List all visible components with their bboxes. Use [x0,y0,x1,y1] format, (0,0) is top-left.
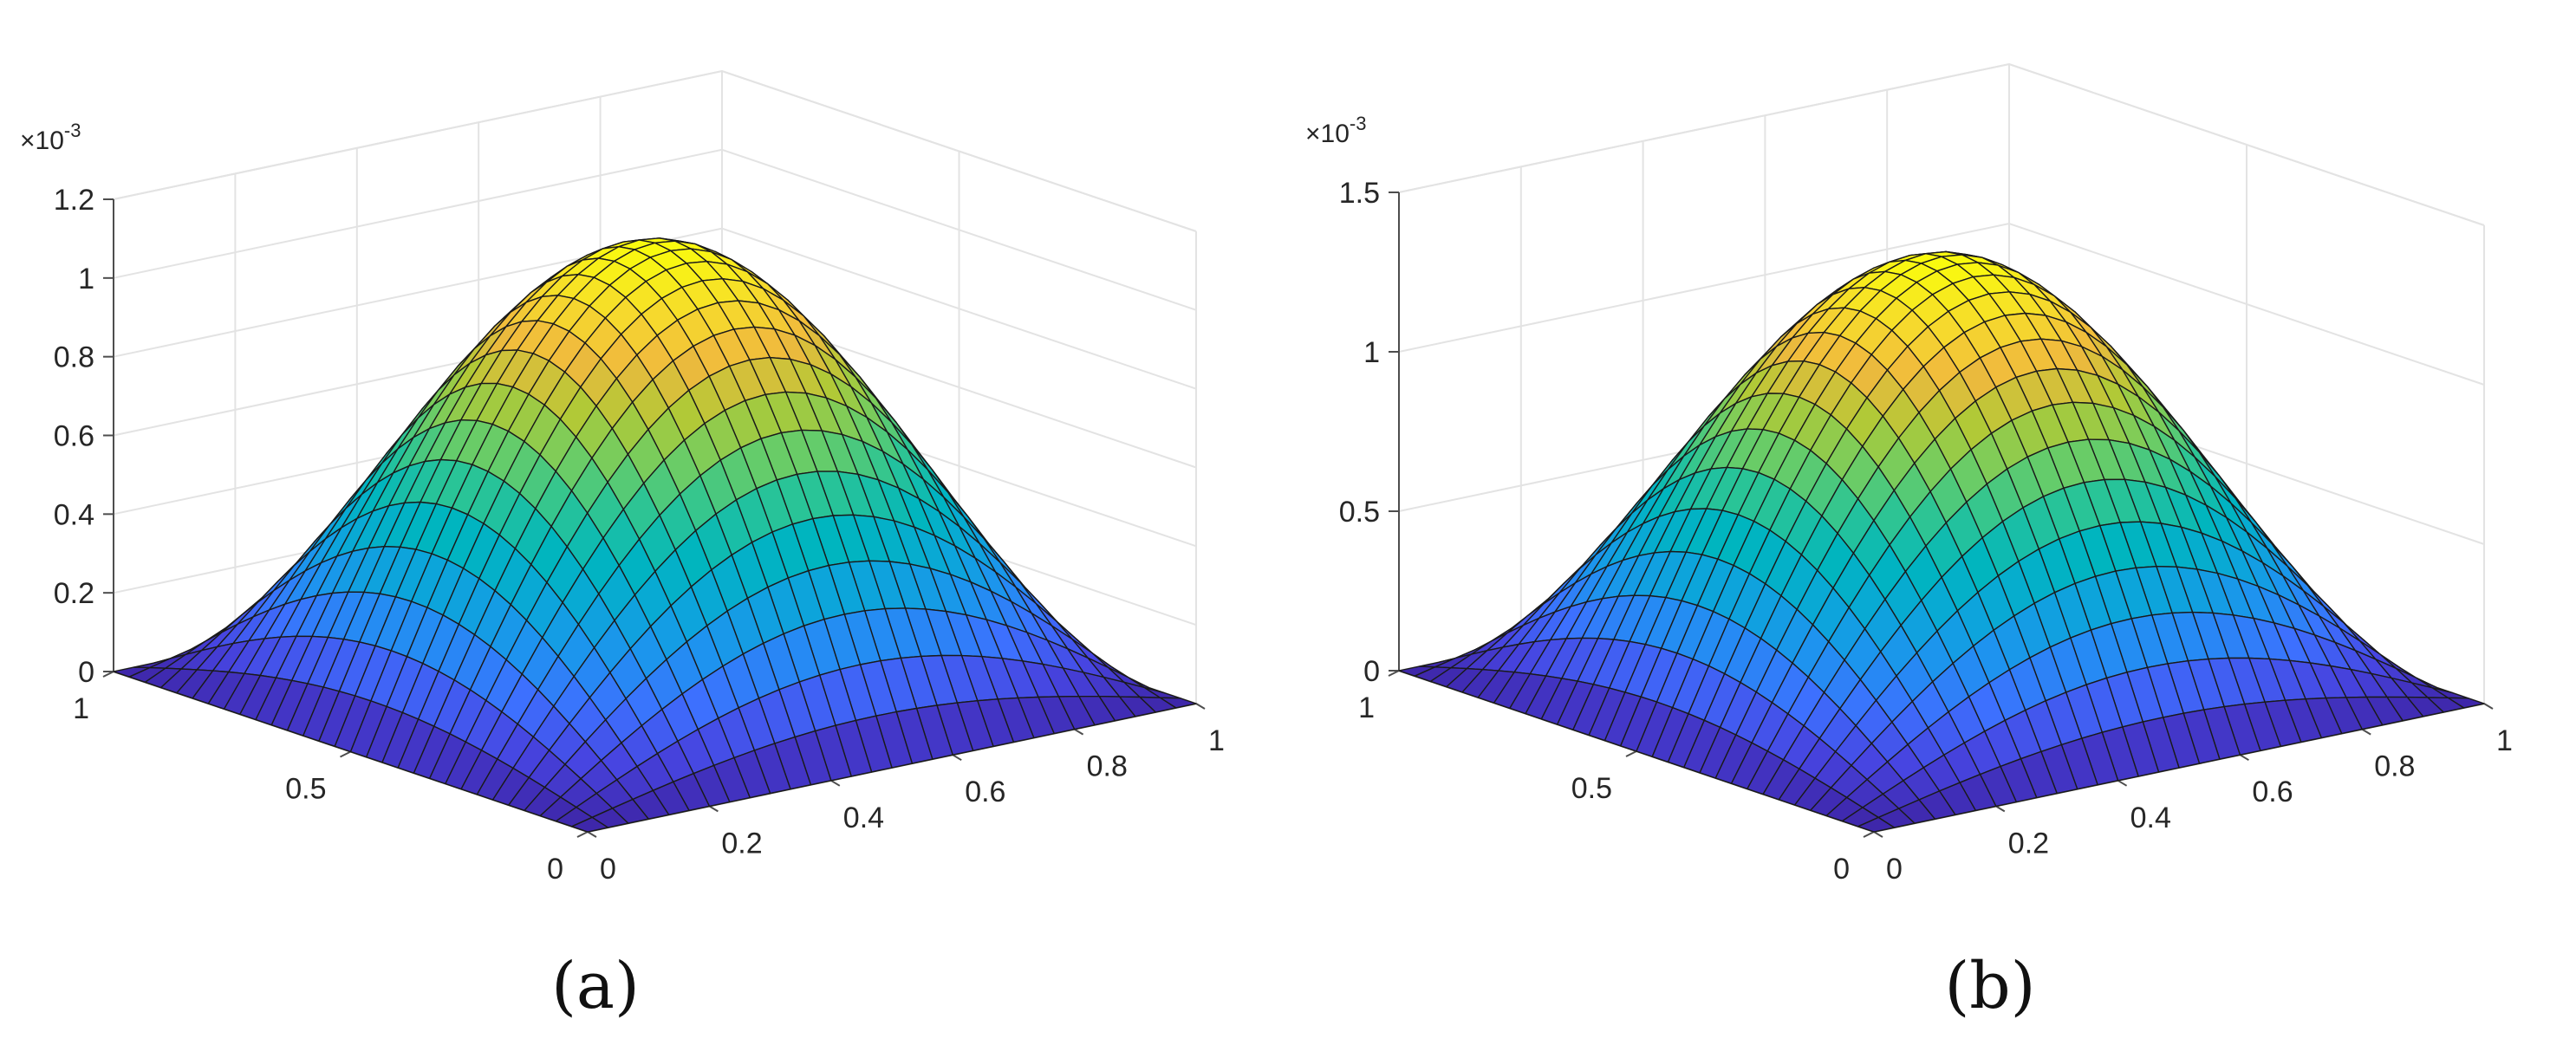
x-tick-mark [1874,832,1883,837]
z-tick-label: 1.5 [1339,177,1380,210]
z-exponent-label: ×10-3 [20,120,81,155]
z-tick-label: 0 [1363,655,1380,688]
x-tick-mark [2118,781,2127,786]
x-tick-label: 0 [600,853,616,886]
x-tick-label: 0 [1886,853,1903,886]
z-tick-label: 1.2 [54,184,94,217]
y-tick-mark [341,752,351,757]
z-tick-label: 1 [78,263,94,295]
x-tick-label: 0.2 [721,827,762,860]
x-tick-mark [1075,730,1083,735]
surface [1399,252,2484,833]
x-tick-label: 0.8 [1087,750,1128,783]
y-tick-label: 1 [73,692,89,725]
z-tick-label: 0 [78,656,94,689]
surface-plot-b: 0 0.2 0.4 0.6 0.8 1 0 0.5 1 0 0.5 1 1.5 ×10-3 [1288,0,2576,1045]
y-tick-label: 0.5 [1571,772,1612,805]
y-tick-mark [1864,832,1874,837]
x-tick-label: 1 [2496,724,2513,757]
panel-label-b: (b) [1903,949,2077,1023]
x-tick-label: 0.4 [843,802,884,834]
x-tick-mark [1196,704,1205,709]
x-tick-label: 0.2 [2008,827,2049,860]
y-tick-label: 0.5 [285,773,326,806]
z-tick-label: 0.6 [54,420,94,453]
grid-line [114,71,1196,231]
x-tick-mark [2362,730,2371,735]
x-tick-mark [709,806,718,811]
z-exponent-label: ×10-3 [1305,113,1366,148]
panel-label-a: (a) [509,949,682,1023]
x-tick-mark [1996,806,2005,811]
z-tick-label: 1 [1363,336,1380,369]
x-tick-mark [831,781,840,786]
grid-line [114,71,1196,231]
x-tick-label: 0.6 [2252,776,2293,808]
x-tick-mark [588,832,596,837]
x-tick-mark [2240,755,2248,760]
surface-plot-a-canvas: 00.20.40.60.8100.5100.20.40.60.811.2×10-… [0,0,1288,953]
y-tick-mark [1626,751,1636,756]
y-tick-mark [577,832,588,837]
x-tick-label: 0.4 [2130,802,2171,834]
surface-plot-a: 0 0.2 0.4 0.6 0.8 1 0 0.5 1 0 0.2 0.4 0.6 0.8 1 1.2 ×10-… [0,0,1288,1045]
y-tick-label: 0 [547,853,563,886]
x-tick-mark [2484,704,2493,709]
y-tick-label: 1 [1358,691,1375,724]
z-tick-label: 0.2 [54,577,94,610]
y-tick-label: 0 [1833,853,1850,886]
z-tick-label: 0.5 [1339,496,1380,529]
x-tick-label: 0.6 [965,776,1005,808]
z-tick-label: 0.4 [54,498,94,531]
x-tick-label: 0.8 [2374,750,2415,783]
x-tick-mark [953,755,961,760]
x-tick-label: 1 [1208,724,1225,757]
surface [114,238,1196,832]
grid-line [1399,64,2484,225]
z-tick-label: 0.8 [54,341,94,374]
grid-line [1399,64,2484,225]
